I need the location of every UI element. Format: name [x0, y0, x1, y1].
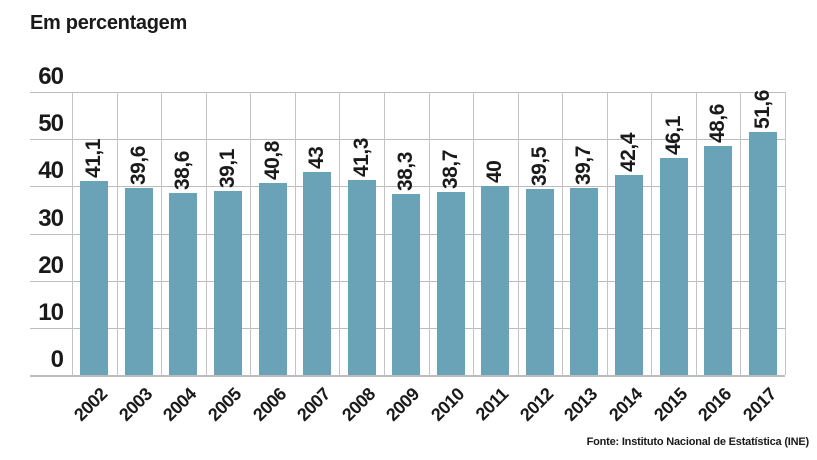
h-gridline: [30, 92, 785, 93]
bar-value-label: 38,6: [171, 151, 194, 190]
bar: [481, 186, 509, 375]
v-gridline: [161, 92, 162, 375]
bar: [80, 181, 108, 375]
bar-value-label: 48,6: [706, 104, 729, 143]
v-gridline: [696, 92, 697, 375]
x-tick-label: 2012: [516, 383, 558, 425]
x-tick-label: 2008: [338, 383, 380, 425]
bar-value-label: 42,4: [617, 133, 640, 172]
bar-value-label: 40,8: [261, 141, 284, 180]
x-tick-label: 2017: [739, 383, 781, 425]
v-gridline: [473, 92, 474, 375]
x-tick-label: 2004: [159, 383, 201, 425]
bar-value-label: 39,5: [528, 147, 551, 186]
x-tick-label: 2006: [249, 383, 291, 425]
x-tick-label: 2007: [293, 383, 335, 425]
y-tick-label: 60: [38, 63, 64, 90]
y-tick-label: 10: [38, 299, 64, 326]
bar-value-label: 39,7: [572, 146, 595, 185]
bar: [214, 191, 242, 375]
x-axis-line: [30, 375, 785, 377]
v-gridline: [72, 92, 73, 375]
y-tick-label: 0: [50, 346, 64, 373]
x-tick-label: 2002: [70, 383, 112, 425]
bar: [660, 158, 688, 375]
bar-value-label: 38,7: [439, 150, 462, 189]
v-gridline: [562, 92, 563, 375]
bar: [704, 146, 732, 375]
y-tick-label: 50: [38, 110, 64, 137]
v-gridline: [384, 92, 385, 375]
v-gridline: [295, 92, 296, 375]
page-title: Em percentagem: [30, 12, 187, 34]
bar-value-label: 51,6: [751, 90, 774, 129]
bar: [348, 180, 376, 375]
bar: [437, 192, 465, 375]
v-gridline: [607, 92, 608, 375]
bar: [392, 194, 420, 375]
v-gridline: [740, 92, 741, 375]
h-gridline: [30, 139, 785, 140]
x-tick-label: 2009: [382, 383, 424, 425]
bar-value-label: 43: [305, 146, 328, 169]
x-tick-label: 2015: [650, 383, 692, 425]
bar: [526, 189, 554, 375]
bar: [570, 188, 598, 375]
x-tick-label: 2005: [204, 383, 246, 425]
x-tick-label: 2013: [560, 383, 602, 425]
bar: [303, 172, 331, 375]
bar: [169, 193, 197, 375]
bar-value-label: 41,1: [82, 139, 105, 178]
y-tick-label: 40: [38, 157, 64, 184]
v-gridline: [518, 92, 519, 375]
v-gridline: [117, 92, 118, 375]
y-tick-label: 30: [38, 205, 64, 232]
v-gridline: [250, 92, 251, 375]
source-note: Fonte: Instituto Nacional de Estatística…: [586, 436, 810, 448]
bar: [615, 175, 643, 375]
x-tick-label: 2014: [605, 383, 647, 425]
v-gridline: [429, 92, 430, 375]
bar: [259, 183, 287, 375]
bar-value-label: 46,1: [662, 116, 685, 155]
x-tick-label: 2003: [115, 383, 157, 425]
bar: [125, 188, 153, 375]
bar: [749, 132, 777, 375]
x-tick-label: 2016: [694, 383, 736, 425]
h-gridline: [30, 186, 785, 187]
x-tick-label: 2011: [471, 383, 513, 425]
bar-value-label: 39,1: [216, 149, 239, 188]
v-gridline: [785, 92, 786, 375]
bar-value-label: 38,3: [394, 152, 417, 191]
v-gridline: [206, 92, 207, 375]
y-tick-label: 20: [38, 252, 64, 279]
bar-value-label: 41,3: [350, 138, 373, 177]
v-gridline: [339, 92, 340, 375]
bar-value-label: 40: [483, 160, 506, 183]
bar-value-label: 39,6: [127, 146, 150, 185]
x-tick-label: 2010: [427, 383, 469, 425]
v-gridline: [651, 92, 652, 375]
